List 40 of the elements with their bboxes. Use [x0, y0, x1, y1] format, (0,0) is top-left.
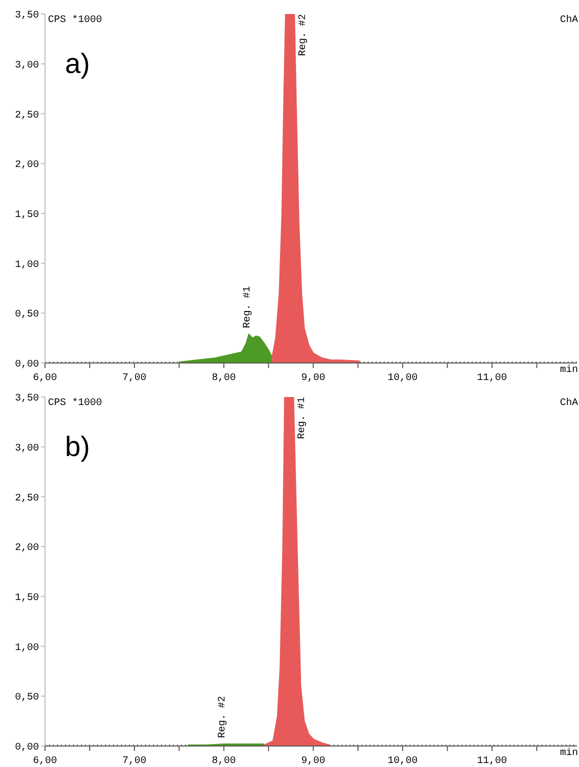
- y-axis-title: CPS *1000: [48, 398, 102, 409]
- x-tick-label: 6,00: [32, 373, 58, 384]
- x-tick-label: 8,00: [212, 756, 236, 767]
- y-tick-label: 1,50: [14, 210, 39, 221]
- x-tick-label: 7,00: [122, 373, 146, 384]
- x-axis-title: min: [560, 748, 578, 759]
- x-tick-label: 7,00: [122, 756, 146, 767]
- x-tick-label: 8,00: [212, 373, 236, 384]
- y-tick-label: 0,00: [14, 360, 39, 371]
- x-tick-label: 10,00: [388, 373, 418, 384]
- x-tick-label: 10,00: [388, 756, 418, 767]
- annotation: Reg. #2: [298, 14, 310, 56]
- y-tick-label: 2,00: [14, 543, 39, 554]
- x-tick-label: 11,00: [477, 373, 508, 384]
- y-tick-label: 1,00: [14, 260, 39, 271]
- y-tick-label: 0,50: [14, 692, 39, 704]
- y-tick-label: 1,50: [14, 592, 39, 604]
- y-tick-label: 3,00: [14, 60, 39, 72]
- x-tick-label: 9,00: [301, 373, 326, 384]
- y-tick-label: 3,50: [14, 394, 39, 405]
- x-tick-label: 11,00: [477, 756, 508, 767]
- annotation: ChA: [560, 398, 578, 409]
- y-tick-label: 2,00: [14, 160, 39, 172]
- text: a): [65, 48, 90, 80]
- x-tick-label: 6,00: [32, 756, 58, 767]
- y-tick-label: 3,00: [14, 443, 39, 454]
- y-tick-label: 0,00: [14, 742, 39, 754]
- x-tick-label: 9,00: [301, 756, 326, 767]
- annotation: Reg. #1: [242, 286, 254, 328]
- y-tick-label: 1,00: [14, 642, 39, 654]
- y-tick-label: 0,50: [14, 310, 39, 321]
- y-tick-label: 2,50: [14, 110, 39, 122]
- text: b): [65, 431, 90, 463]
- annotation: ChA: [560, 15, 578, 26]
- annotation: Reg. #2: [217, 696, 228, 738]
- annotation: Reg. #1: [297, 397, 308, 440]
- x-axis-title: min: [560, 365, 578, 376]
- y-axis-title: CPS *1000: [48, 15, 102, 26]
- y-tick-label: 2,50: [14, 493, 39, 504]
- y-tick-label: 3,50: [14, 10, 39, 22]
